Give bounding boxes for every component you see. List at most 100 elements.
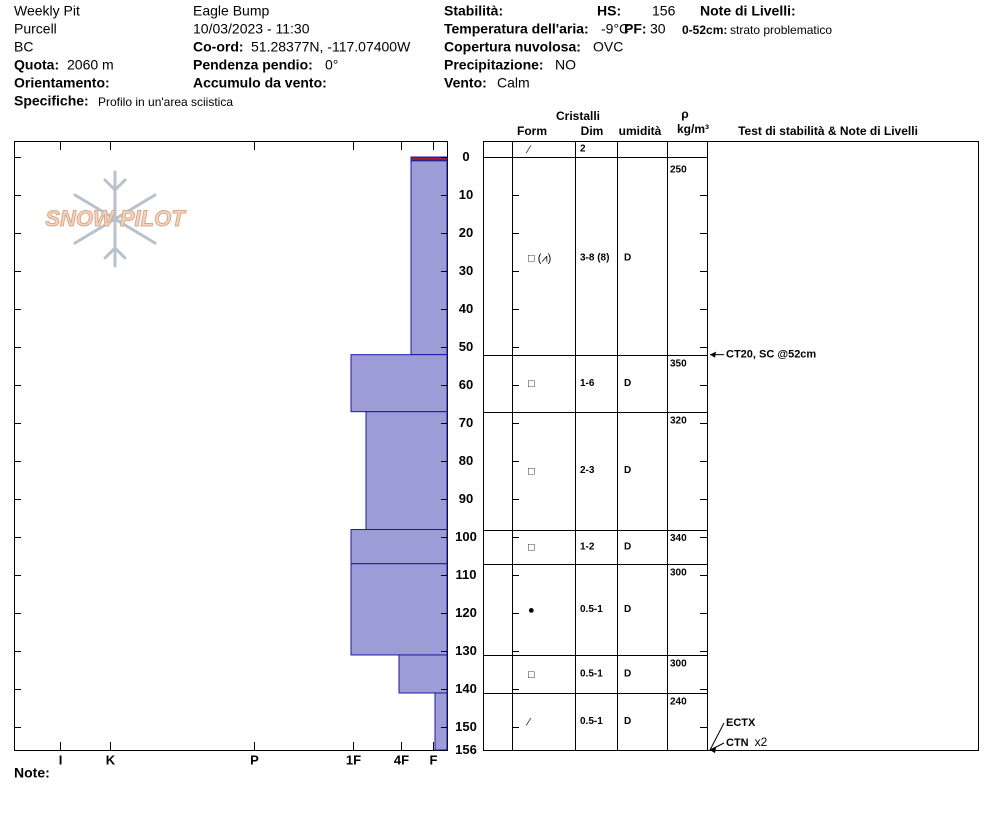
location: Eagle Bump — [193, 3, 269, 19]
hardness-layer — [350, 563, 448, 656]
depth-label: 156 — [455, 742, 477, 757]
crystal-form: □ (⩘) — [528, 253, 551, 265]
range: Purcell — [14, 21, 57, 37]
density: 250 — [670, 164, 687, 175]
test-arrow — [709, 722, 725, 751]
logo: SNOW PILOT — [45, 170, 187, 268]
density: 300 — [670, 659, 687, 670]
label: Temperatura dell'aria: — [444, 21, 589, 37]
depth-label: 90 — [459, 491, 473, 506]
col-header: ρ — [681, 107, 688, 121]
crystal-form: ⁄ — [525, 716, 532, 728]
crystal-form: □ — [528, 542, 535, 554]
label: Copertura nuvolosa: — [444, 39, 581, 55]
header: Weekly Pit Purcell BC Quota: 2060 m Orie… — [14, 3, 832, 109]
test-label: ECTX — [726, 717, 756, 729]
slope: 0° — [325, 57, 338, 73]
test-extra: x2 — [755, 735, 768, 749]
col-header: umidità — [619, 124, 662, 138]
crystal-form: ⁄ — [525, 144, 532, 156]
hardness-label: 4F — [394, 752, 409, 767]
table-frame — [483, 141, 979, 751]
table-header: Cristalli Form Dim umidità ρ kg/m³ Test … — [517, 107, 918, 138]
col-header: kg/m³ — [677, 122, 709, 136]
density: 340 — [670, 533, 687, 544]
hardness-label: K — [106, 752, 116, 767]
datetime: 10/03/2023 - 11:30 — [193, 21, 310, 37]
crystal-form: ● — [528, 604, 535, 616]
depth-label: 60 — [459, 377, 473, 392]
crystal-size: 1-6 — [580, 378, 595, 389]
depth-label: 0 — [462, 149, 469, 164]
label: Specifiche: — [14, 93, 89, 109]
elevation: 2060 m — [67, 57, 114, 73]
moisture: D — [624, 604, 631, 615]
hardness-layer — [350, 529, 448, 565]
label: HS: — [597, 3, 621, 19]
pf: 30 — [650, 21, 666, 37]
crystal-size: 0.5-1 — [580, 604, 603, 615]
col-header: Dim — [581, 124, 604, 138]
density: 240 — [670, 697, 687, 708]
air-temp: -9°C — [601, 21, 629, 37]
label: Accumulo da vento: — [193, 75, 327, 91]
label: Note di Livelli: — [700, 3, 796, 19]
sky: OVC — [593, 39, 623, 55]
label: Quota: — [14, 57, 59, 73]
label: Co-ord: — [193, 39, 244, 55]
logo-text: SNOW PILOT — [45, 206, 186, 231]
hardness-layer — [365, 411, 448, 531]
crystal-size: 2-3 — [580, 465, 595, 476]
region: BC — [14, 39, 33, 55]
hardness-label: I — [59, 752, 63, 767]
density: 300 — [670, 567, 687, 578]
label: Pendenza pendio: — [193, 57, 313, 73]
density: 320 — [670, 415, 687, 426]
layer-note: strato problematico — [730, 23, 832, 37]
moisture: D — [624, 465, 631, 476]
depth-label: 50 — [459, 339, 473, 354]
crystal-size: 1-2 — [580, 541, 595, 552]
test-arrow — [709, 742, 725, 751]
depth-label: 150 — [455, 719, 477, 734]
coord: 51.28377N, -117.07400W — [251, 39, 411, 55]
wind: Calm — [497, 75, 530, 91]
moisture: D — [624, 541, 631, 552]
layer-note-range: 0-52cm: — [682, 23, 727, 37]
depth-label: 110 — [456, 567, 477, 582]
depth-label: 10 — [459, 187, 473, 202]
depth-label: 140 — [455, 681, 477, 696]
hardness-layer — [398, 654, 448, 694]
hardness-label: 1F — [346, 752, 361, 767]
hardness-label: F — [430, 752, 438, 767]
moisture: D — [624, 716, 631, 727]
depth-label: 130 — [455, 643, 477, 658]
col-header: Cristalli — [556, 109, 600, 123]
notes-label: Note: — [14, 765, 50, 781]
test-arrowhead — [710, 351, 716, 358]
moisture: D — [624, 669, 631, 680]
crystal-form: □ — [528, 378, 535, 390]
depth-label: 40 — [459, 301, 473, 316]
crystal-size: 0.5-1 — [580, 716, 603, 727]
depth-label: 100 — [455, 529, 477, 544]
crystal-size: 0.5-1 — [580, 669, 603, 680]
crystal-size: 2 — [580, 144, 586, 155]
hs: 156 — [652, 3, 676, 19]
precip: NO — [555, 57, 576, 73]
density: 350 — [670, 358, 687, 369]
col-header: Form — [517, 124, 547, 138]
specifics: Profilo in un'area sciistica — [98, 95, 233, 109]
col-header: Test di stabilità & Note di Livelli — [738, 124, 918, 138]
pit-name: Weekly Pit — [14, 3, 80, 19]
label: Vento: — [444, 75, 487, 91]
moisture: D — [624, 252, 631, 263]
test-label: CTN — [726, 737, 749, 749]
depth-label: 80 — [459, 453, 473, 468]
depth-label: 70 — [459, 415, 473, 430]
depth-label: 30 — [459, 263, 473, 278]
test-label: CT20, SC @52cm — [726, 349, 816, 361]
label: Stabilità: — [444, 3, 503, 19]
moisture: D — [624, 378, 631, 389]
